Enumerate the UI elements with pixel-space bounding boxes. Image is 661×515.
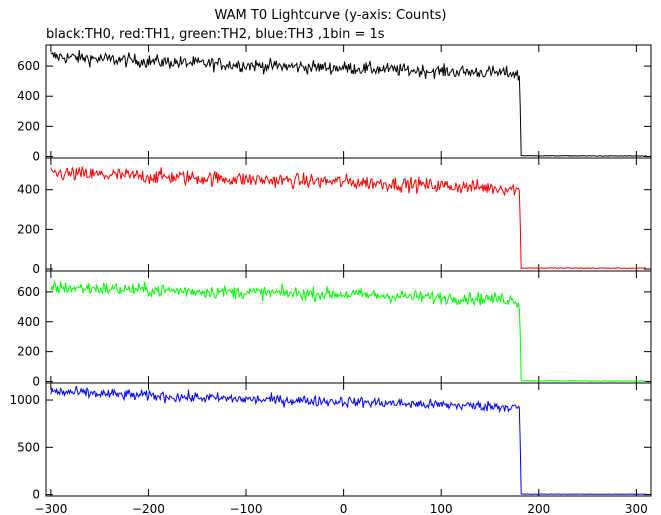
x-tick-label: −200 (132, 502, 165, 515)
y-tick-label: 0 (32, 262, 40, 276)
panel-th0: 0 200 400 600 (17, 44, 652, 163)
y-tick-label: 400 (17, 315, 40, 329)
chart-subtitle: black:TH0, red:TH1, green:TH2, blue:TH3 … (46, 27, 385, 42)
panel-frame (45, 270, 652, 384)
panel-frame (45, 157, 652, 272)
y-tick-label: 1000 (9, 393, 40, 407)
y-tick-label: 200 (17, 222, 40, 236)
y-tick-label: 400 (17, 183, 40, 197)
y-tick-label: 400 (17, 89, 40, 103)
y-tick-label: 0 (32, 149, 40, 163)
panel-th1: 0 200 400 (17, 157, 652, 276)
y-tick-label: 0 (32, 375, 40, 389)
y-tick-label: 500 (17, 440, 40, 454)
y-tick-label: 600 (17, 285, 40, 299)
x-tick-label: 200 (527, 502, 550, 515)
panel-frame (45, 382, 652, 497)
series-line-th1 (50, 166, 647, 270)
x-tick-label: 100 (430, 502, 453, 515)
panel-th2: 0 200 400 600 (17, 270, 652, 389)
y-tick-label: 0 (32, 488, 40, 502)
panel-th3: 0 500 1000 (9, 382, 652, 502)
series-line-th3 (50, 385, 647, 495)
series-line-th2 (50, 280, 647, 382)
x-tick-label: −300 (34, 502, 67, 515)
y-tick-label: 600 (17, 59, 40, 73)
chart-title: WAM T0 Lightcurve (y-axis: Counts) (214, 8, 447, 23)
y-tick-label: 200 (17, 345, 40, 359)
x-tick-label: −100 (230, 502, 263, 515)
y-tick-label: 200 (17, 119, 40, 133)
x-tick-label: 0 (340, 502, 348, 515)
series-line-th0 (50, 49, 647, 157)
x-tick-label: 300 (625, 502, 648, 515)
